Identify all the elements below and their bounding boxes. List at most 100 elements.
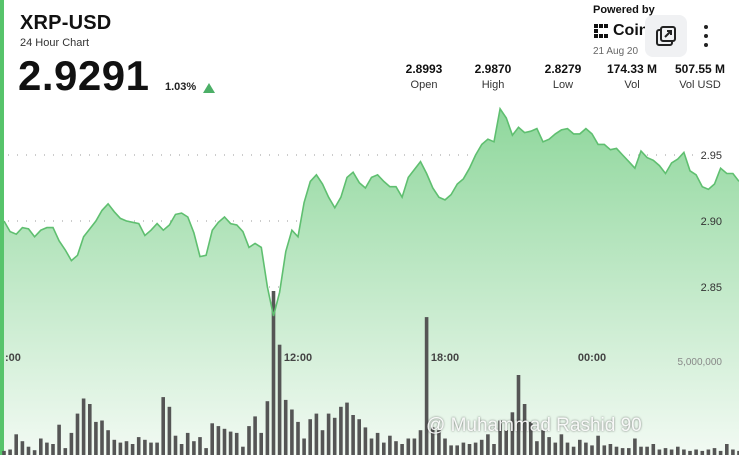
stat-value: 2.8279 <box>544 62 582 76</box>
left-accent-bar <box>0 0 4 455</box>
volume-bar <box>143 439 147 455</box>
dot <box>704 43 708 47</box>
volume-bar <box>669 449 674 455</box>
volume-bar <box>2 450 6 455</box>
volume-bar <box>112 439 117 455</box>
volume-bar <box>516 375 521 455</box>
volume-bar <box>504 430 508 455</box>
volume-bar <box>492 444 496 455</box>
vertical-dots-icon <box>704 25 708 29</box>
chart-date: 21 Aug 20 <box>593 46 639 57</box>
stat-label: Vol USD <box>679 79 721 91</box>
more-options-button[interactable] <box>695 20 717 52</box>
volume-bar <box>590 445 594 455</box>
volume-bar <box>375 432 380 455</box>
volume-bar <box>130 444 135 455</box>
volume-bar <box>663 448 668 455</box>
volume-bar <box>198 437 202 455</box>
volume-bar <box>39 438 43 455</box>
volume-bar <box>718 450 723 455</box>
stat-value: 507.55 M <box>674 62 726 76</box>
volume-bar <box>204 448 208 455</box>
volume-bar <box>596 435 600 455</box>
volume-bar <box>26 446 31 455</box>
stat-label: High <box>481 79 505 91</box>
volume-bar <box>259 432 263 455</box>
volume-bar <box>8 449 12 455</box>
stat-value: 174.33 M <box>606 62 658 76</box>
brand-logo[interactable]: Coin <box>593 22 649 40</box>
stat-vol: 174.33 M Vol <box>597 62 667 91</box>
volume-bar <box>106 430 110 455</box>
volume-bar <box>706 449 711 455</box>
x-tick-label: :00 <box>5 352 21 364</box>
stat-open: 2.8993 Open <box>389 62 459 91</box>
volume-bar <box>645 446 649 455</box>
volume-bar <box>510 412 515 455</box>
volume-bar <box>522 404 527 455</box>
popout-button[interactable] <box>645 15 687 57</box>
volume-bar <box>443 438 447 455</box>
volume-bar <box>651 444 656 455</box>
volume-bar <box>676 446 680 455</box>
volume-bar <box>437 430 441 455</box>
volume-bar <box>296 421 300 455</box>
volume-bar <box>529 421 533 455</box>
volume-bar <box>265 401 270 455</box>
volume-axis-label: 5,000,000 <box>678 357 723 368</box>
volume-bars <box>2 291 739 455</box>
volume-bar <box>14 434 18 455</box>
volume-bar <box>185 432 190 455</box>
volume-bar <box>682 449 686 455</box>
current-price: 2.9291 <box>18 52 150 99</box>
volume-bar <box>179 444 184 455</box>
volume-bar <box>155 442 159 455</box>
price-area <box>4 108 739 455</box>
volume-bar <box>32 450 37 455</box>
volume-bar <box>20 441 25 455</box>
volume-bar <box>228 431 233 455</box>
volume-bar <box>584 442 588 455</box>
volume-bar <box>608 444 613 455</box>
volume-bar <box>290 409 294 455</box>
y-tick-label: 2.90 <box>701 216 722 228</box>
volume-bar <box>388 435 392 455</box>
volume-bar <box>167 406 172 455</box>
watermark-text: @ Muhammad Rashid 90 <box>426 415 642 436</box>
volume-bar <box>725 444 729 455</box>
coin-logo-icon <box>593 23 609 39</box>
volume-bar <box>173 435 178 455</box>
volume-bar <box>400 444 404 455</box>
stat-high: 2.9870 High <box>458 62 528 91</box>
volume-bar <box>277 344 282 455</box>
volume-bar <box>394 441 398 455</box>
volume-bar <box>57 424 61 455</box>
volume-bar <box>639 446 643 455</box>
x-tick-label: 00:00 <box>578 352 606 364</box>
volume-bar <box>700 450 705 455</box>
volume-bar <box>210 423 214 455</box>
volume-bar <box>271 291 276 455</box>
watermark: @ Muhammad Rashid 90 <box>426 415 642 437</box>
y-tick-label: 2.85 <box>701 282 722 294</box>
volume-bar <box>100 420 104 455</box>
volume-bar <box>351 415 355 455</box>
price-change: 1.03% <box>165 81 197 93</box>
stat-label: Open <box>410 79 438 91</box>
volume-bar <box>614 446 619 455</box>
volume-bar <box>124 441 129 455</box>
stat-label: Vol <box>624 79 640 91</box>
dot <box>704 34 708 38</box>
volume-bar <box>222 428 227 455</box>
volume-bar <box>547 437 551 455</box>
volume-bar <box>357 419 361 455</box>
volume-bar <box>302 438 306 455</box>
volume-bar <box>541 430 545 455</box>
volume-bar <box>51 444 55 455</box>
volume-bar <box>326 413 331 455</box>
volume-bar <box>345 402 349 455</box>
stat-value: 2.9870 <box>474 62 512 76</box>
volume-bar <box>553 442 558 455</box>
volume-bar <box>479 439 484 455</box>
volume-bar <box>69 432 74 455</box>
